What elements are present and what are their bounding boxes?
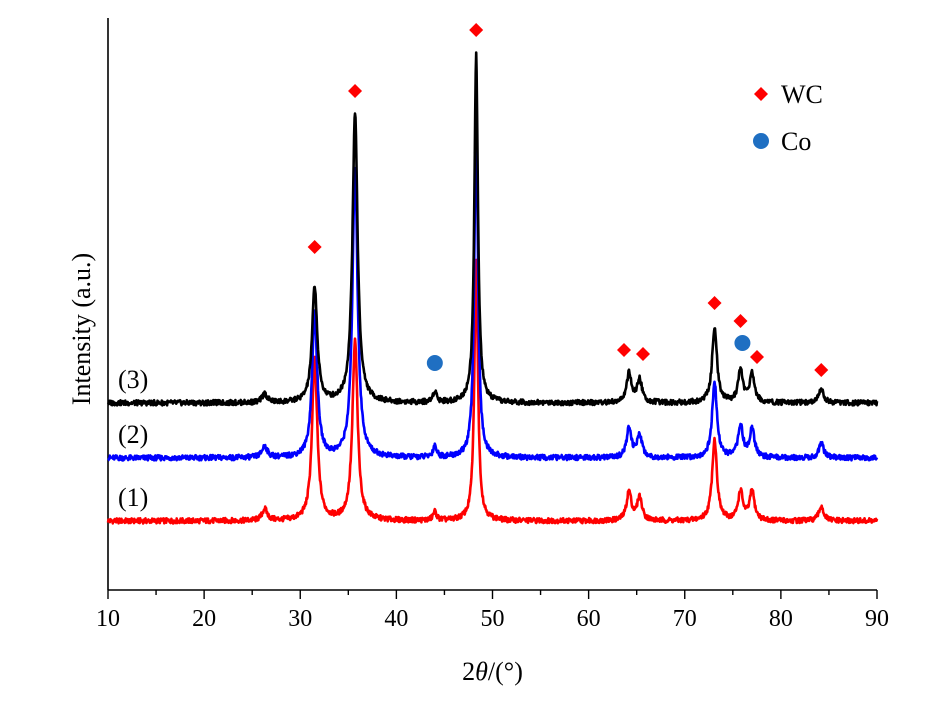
x-axis-label: 2θ/(°) xyxy=(462,657,523,686)
x-tick-label: 60 xyxy=(577,606,601,632)
wc-peak-marker xyxy=(617,343,631,357)
x-tick-label: 50 xyxy=(481,606,505,632)
sample-label: (1) xyxy=(118,483,148,512)
x-tick-label: 80 xyxy=(769,606,793,632)
legend: WC Co xyxy=(753,80,823,156)
co-legend-marker xyxy=(753,133,769,149)
co-peak-marker xyxy=(734,335,751,351)
x-tick-label: 30 xyxy=(288,606,312,632)
wc-peak-marker xyxy=(733,314,748,328)
series-line xyxy=(106,51,879,407)
x-tick-label: 20 xyxy=(192,606,216,632)
wc-peak-marker xyxy=(307,240,322,254)
wc-peak-marker xyxy=(636,347,650,361)
wc-peak-marker xyxy=(348,84,363,98)
series-traces xyxy=(106,51,879,525)
co-peak-marker xyxy=(426,355,443,371)
series-line xyxy=(107,105,879,462)
series-line xyxy=(106,258,879,525)
wc-peak-marker xyxy=(707,296,722,310)
plot-frame xyxy=(107,18,877,591)
x-tick-label: 70 xyxy=(673,606,697,632)
sample-label: (2) xyxy=(118,420,148,449)
x-tick-label: 40 xyxy=(384,606,408,632)
x-axis-ticks: 10 20 30 40 50 60 70 80 90 xyxy=(96,590,889,632)
wc-peak-marker xyxy=(469,23,484,37)
x-axis-label-suffix: /(°) xyxy=(488,657,523,686)
legend-label: WC xyxy=(781,80,823,109)
wc-legend-marker xyxy=(754,87,768,101)
legend-label: Co xyxy=(781,127,811,156)
x-tick-label: 10 xyxy=(96,606,120,632)
x-axis-label-prefix: 2 xyxy=(462,657,475,686)
sample-labels: (1) (2) (3) xyxy=(118,365,148,512)
y-axis-label: Intensity (a.u.) xyxy=(67,253,96,405)
sample-label: (3) xyxy=(118,365,148,394)
wc-peak-marker xyxy=(814,363,829,377)
x-tick-label: 90 xyxy=(865,606,889,632)
peak-markers xyxy=(307,23,829,377)
x-axis-label-symbol: θ xyxy=(475,657,488,686)
wc-peak-marker xyxy=(750,350,764,364)
